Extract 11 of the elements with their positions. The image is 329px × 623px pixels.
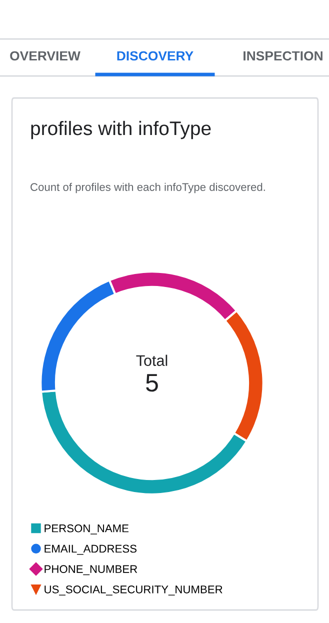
text: DISCOVERY	[117, 51, 194, 61]
text: OVERVIEW	[10, 51, 80, 61]
text: 5	[146, 374, 158, 392]
legend-label: PHONE_NUMBER	[44, 565, 138, 576]
text: INSPECTION	[244, 51, 322, 61]
legend-label: PERSON_NAME	[44, 524, 129, 534]
text: Total	[136, 354, 168, 366]
chart-title: profiles with infoType	[31, 120, 211, 140]
legend-label: US_SOCIAL_SECURITY_NUMBER	[44, 585, 222, 596]
legend-label: EMAIL_ADDRESS	[44, 544, 137, 555]
chart-subtitle: Count of profiles with each infoType discovered.	[30, 182, 265, 194]
